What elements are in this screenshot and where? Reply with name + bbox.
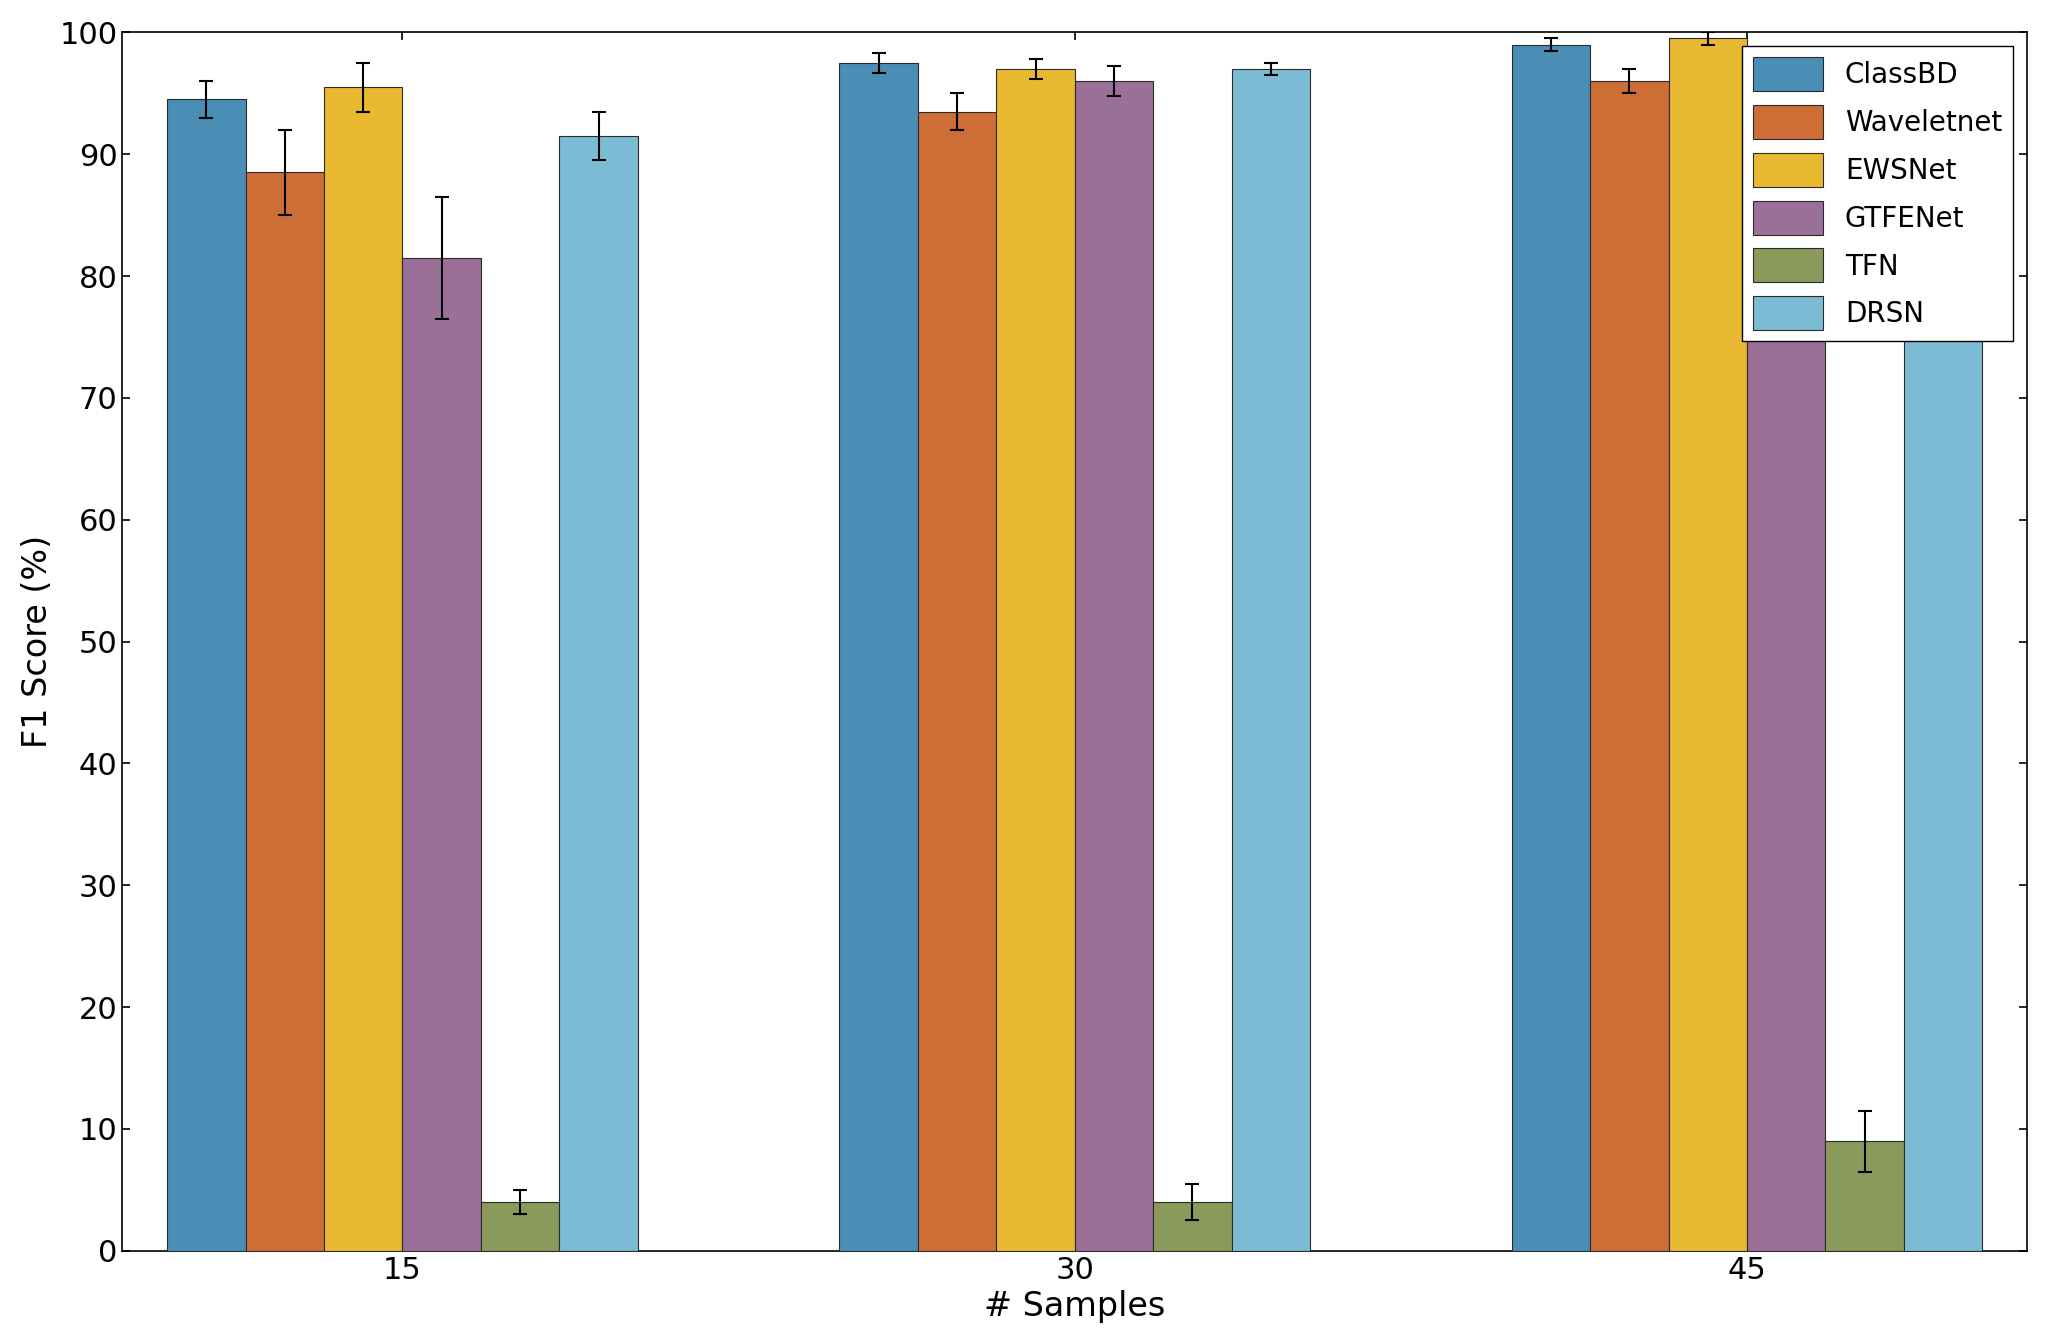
Bar xyxy=(1589,81,1669,1251)
Bar xyxy=(1825,1141,1905,1251)
Bar xyxy=(995,69,1075,1251)
Bar xyxy=(918,112,995,1251)
Bar xyxy=(1075,81,1153,1251)
Bar xyxy=(559,136,637,1251)
Bar xyxy=(1511,44,1589,1251)
Bar xyxy=(481,1202,559,1251)
Bar xyxy=(324,87,403,1251)
Bar xyxy=(1153,1202,1231,1251)
Bar xyxy=(1669,39,1747,1251)
X-axis label: # Samples: # Samples xyxy=(985,1290,1165,1322)
Bar xyxy=(403,258,481,1251)
Bar xyxy=(1231,69,1311,1251)
Legend: ClassBD, Waveletnet, EWSNet, GTFENet, TFN, DRSN: ClassBD, Waveletnet, EWSNet, GTFENet, TF… xyxy=(1743,46,2013,341)
Bar xyxy=(840,63,918,1251)
Bar xyxy=(1747,63,1825,1251)
Bar xyxy=(168,99,246,1251)
Bar xyxy=(1905,63,1982,1251)
Y-axis label: F1 Score (%): F1 Score (%) xyxy=(20,535,53,749)
Bar xyxy=(246,172,324,1251)
